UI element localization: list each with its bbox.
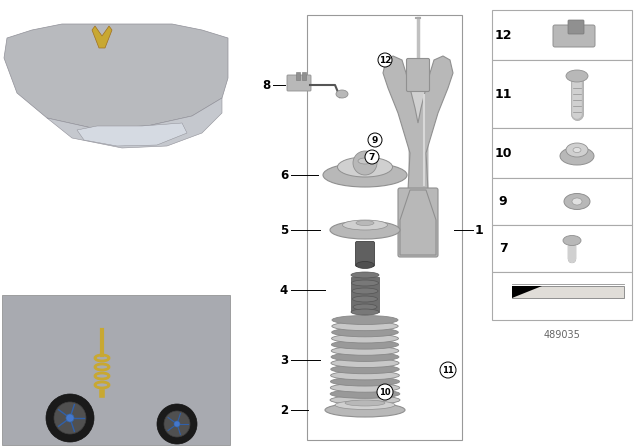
FancyBboxPatch shape: [406, 59, 429, 91]
Ellipse shape: [564, 194, 590, 210]
Ellipse shape: [337, 157, 392, 177]
Polygon shape: [77, 123, 187, 146]
Text: 9: 9: [499, 195, 508, 208]
Ellipse shape: [331, 365, 399, 374]
FancyBboxPatch shape: [553, 25, 595, 47]
FancyBboxPatch shape: [492, 128, 632, 178]
Ellipse shape: [330, 377, 399, 386]
Ellipse shape: [330, 396, 400, 405]
Circle shape: [46, 394, 94, 442]
Ellipse shape: [331, 353, 399, 362]
FancyBboxPatch shape: [287, 75, 311, 91]
Ellipse shape: [325, 403, 405, 417]
Ellipse shape: [351, 280, 378, 286]
Text: 8: 8: [262, 78, 270, 91]
Ellipse shape: [351, 272, 379, 278]
Text: 489035: 489035: [543, 330, 580, 340]
Ellipse shape: [332, 346, 399, 355]
FancyBboxPatch shape: [492, 225, 632, 272]
Ellipse shape: [331, 371, 399, 380]
Ellipse shape: [345, 400, 385, 406]
FancyBboxPatch shape: [2, 295, 230, 445]
Ellipse shape: [566, 143, 588, 157]
Polygon shape: [92, 26, 112, 48]
Ellipse shape: [330, 383, 400, 392]
Circle shape: [66, 414, 74, 422]
Ellipse shape: [330, 221, 400, 239]
Ellipse shape: [335, 401, 395, 409]
Circle shape: [174, 421, 180, 427]
Polygon shape: [400, 190, 436, 255]
Circle shape: [164, 411, 190, 437]
Ellipse shape: [566, 70, 588, 82]
Text: 6: 6: [280, 168, 288, 181]
Polygon shape: [512, 286, 542, 298]
Ellipse shape: [332, 328, 398, 337]
Circle shape: [440, 362, 456, 378]
Ellipse shape: [154, 416, 200, 432]
Ellipse shape: [358, 158, 372, 164]
Ellipse shape: [573, 147, 581, 152]
Text: 12: 12: [379, 56, 391, 65]
Circle shape: [378, 53, 392, 67]
FancyBboxPatch shape: [302, 72, 306, 80]
FancyBboxPatch shape: [492, 10, 632, 60]
Ellipse shape: [572, 198, 582, 205]
Ellipse shape: [323, 163, 407, 187]
Polygon shape: [47, 98, 222, 148]
Text: 2: 2: [280, 404, 288, 417]
Text: 7: 7: [499, 242, 508, 255]
Ellipse shape: [351, 309, 379, 315]
Ellipse shape: [330, 389, 400, 398]
FancyBboxPatch shape: [398, 188, 438, 257]
Ellipse shape: [356, 220, 374, 225]
Ellipse shape: [563, 236, 581, 246]
Ellipse shape: [342, 220, 387, 230]
FancyBboxPatch shape: [296, 72, 300, 80]
Ellipse shape: [332, 340, 399, 349]
FancyBboxPatch shape: [355, 241, 374, 267]
Text: 10: 10: [494, 146, 512, 159]
Ellipse shape: [336, 90, 348, 98]
Text: 4: 4: [280, 284, 288, 297]
Ellipse shape: [332, 315, 398, 324]
Circle shape: [54, 402, 86, 434]
Ellipse shape: [332, 322, 398, 331]
Ellipse shape: [352, 288, 378, 294]
Text: 3: 3: [280, 353, 288, 366]
Text: 5: 5: [280, 224, 288, 237]
Text: 12: 12: [494, 29, 512, 42]
Text: 11: 11: [442, 366, 454, 375]
Circle shape: [377, 384, 393, 400]
Text: 1: 1: [475, 224, 484, 237]
Ellipse shape: [331, 358, 399, 367]
Polygon shape: [4, 24, 228, 128]
Text: 7: 7: [369, 152, 375, 161]
Polygon shape: [512, 286, 624, 298]
Ellipse shape: [332, 334, 399, 343]
FancyBboxPatch shape: [351, 277, 379, 312]
FancyBboxPatch shape: [492, 60, 632, 128]
Text: 10: 10: [379, 388, 391, 396]
Circle shape: [157, 404, 197, 444]
Text: 9: 9: [372, 135, 378, 145]
Ellipse shape: [353, 304, 377, 310]
Ellipse shape: [356, 262, 374, 268]
Ellipse shape: [560, 147, 594, 165]
Polygon shape: [383, 56, 453, 190]
Circle shape: [368, 133, 382, 147]
FancyBboxPatch shape: [492, 178, 632, 225]
FancyBboxPatch shape: [492, 272, 632, 320]
Ellipse shape: [44, 409, 96, 427]
Text: 11: 11: [494, 87, 512, 100]
Circle shape: [353, 151, 377, 175]
Circle shape: [365, 150, 379, 164]
FancyBboxPatch shape: [568, 20, 584, 34]
Ellipse shape: [353, 296, 378, 302]
